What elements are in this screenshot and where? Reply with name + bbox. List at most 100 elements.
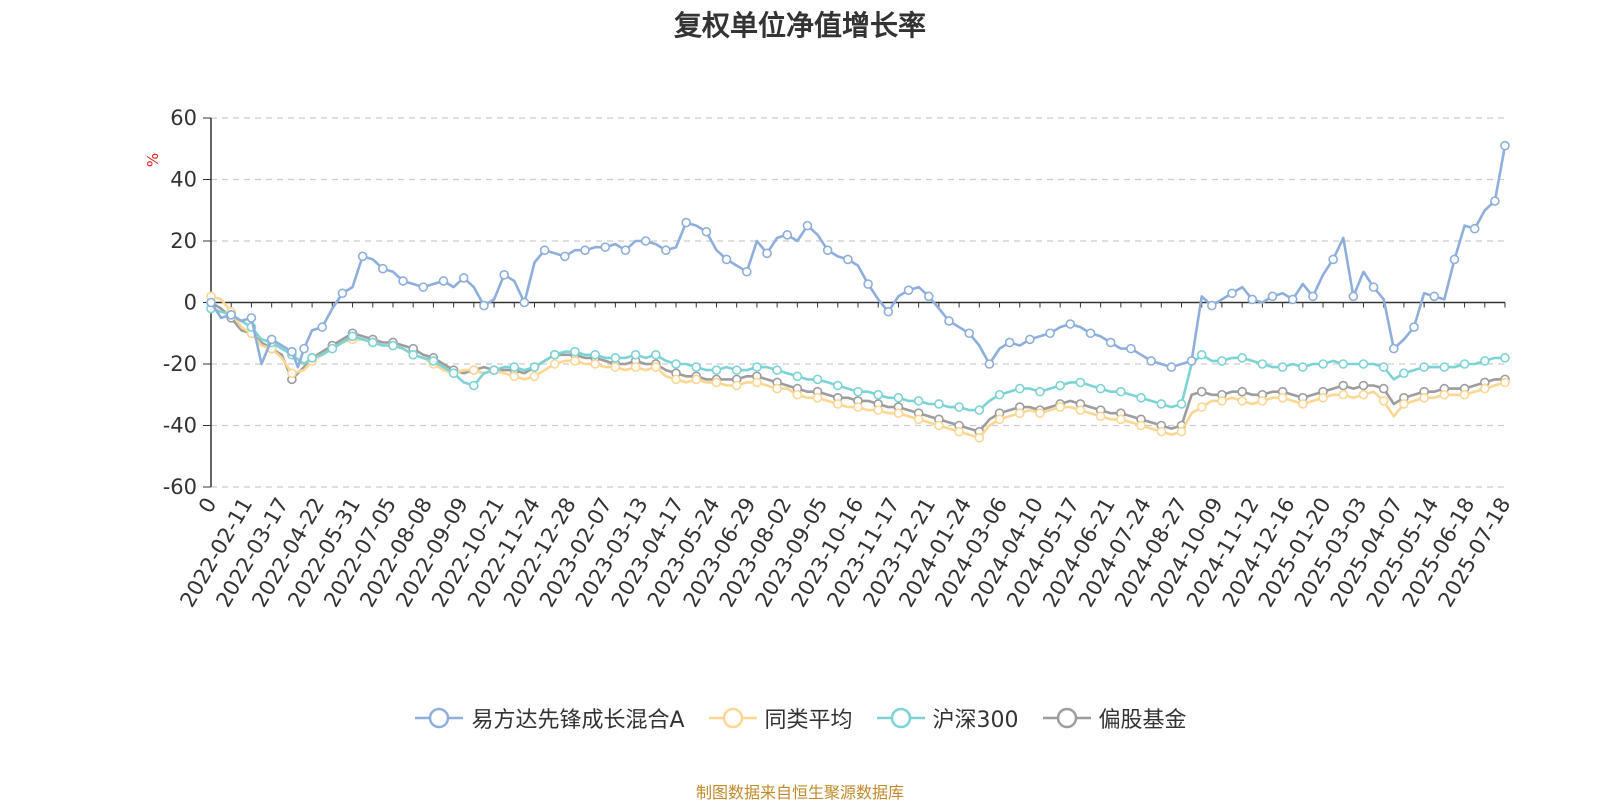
- data-point: [347, 331, 358, 342]
- data-point: [1338, 380, 1349, 391]
- data-point: [731, 380, 742, 391]
- data-point: [964, 328, 975, 339]
- data-point: [681, 217, 691, 228]
- data-point: [458, 273, 469, 283]
- data-point: [1328, 254, 1338, 265]
- data-point: [651, 349, 661, 360]
- data-point: [398, 276, 408, 286]
- data-point: [1136, 393, 1146, 403]
- legend-item[interactable]: 易方达先锋成长混合A: [413, 702, 685, 734]
- data-point: [1419, 362, 1429, 372]
- data-point: [1075, 405, 1086, 415]
- data-point: [1095, 411, 1106, 422]
- y-tick-label: 40: [170, 168, 197, 192]
- data-point: [1166, 362, 1177, 372]
- data-point: [1257, 396, 1268, 406]
- series-line: [210, 295, 1506, 440]
- data-point: [1500, 377, 1510, 388]
- data-point: [812, 374, 823, 385]
- data-point: [1277, 362, 1288, 372]
- data-point: [1459, 389, 1470, 400]
- y-tick-label: -40: [163, 414, 197, 438]
- data-point: [226, 309, 237, 320]
- data-point: [1075, 377, 1086, 388]
- data-point: [701, 226, 712, 237]
- y-tick-label: 60: [170, 106, 197, 130]
- data-point: [893, 393, 904, 403]
- data-point: [1500, 353, 1510, 363]
- data-point: [782, 230, 793, 240]
- data-point: [529, 371, 540, 382]
- data-point: [438, 276, 449, 286]
- data-point: [802, 220, 813, 231]
- data-point: [1217, 356, 1227, 366]
- data-point: [1358, 389, 1369, 400]
- data-point: [357, 251, 368, 262]
- data-point: [246, 313, 257, 323]
- data-point: [772, 383, 782, 394]
- data-point: [853, 386, 863, 397]
- data-point: [1227, 288, 1237, 299]
- data-point: [893, 408, 904, 419]
- data-point: [1409, 322, 1419, 332]
- data-point: [1237, 353, 1247, 363]
- data-point: [752, 377, 762, 388]
- data-point: [873, 389, 884, 400]
- data-point: [418, 282, 429, 292]
- data-point: [630, 349, 641, 360]
- data-point: [762, 248, 772, 259]
- data-point: [1126, 343, 1136, 354]
- data-point: [580, 245, 590, 256]
- source-note: 制图数据来自恒生聚源数据库: [695, 783, 904, 802]
- legend-item[interactable]: 同类平均: [707, 702, 853, 734]
- data-point: [1237, 386, 1247, 397]
- data-point: [1055, 380, 1065, 391]
- series-line: [210, 301, 1505, 433]
- data-point: [620, 245, 631, 256]
- data-point: [549, 359, 560, 369]
- data-point: [923, 291, 934, 302]
- data-point: [1429, 291, 1440, 302]
- data-point: [489, 365, 499, 375]
- legend-marker-icon: [1042, 707, 1091, 729]
- data-point: [610, 362, 621, 372]
- data-point: [317, 322, 328, 332]
- data-point: [954, 402, 964, 412]
- data-point: [1196, 386, 1207, 397]
- data-point: [711, 377, 722, 388]
- data-point: [1035, 408, 1045, 419]
- data-point: [590, 349, 600, 360]
- data-point: [812, 393, 823, 403]
- data-point: [378, 263, 388, 274]
- data-point: [1045, 328, 1055, 339]
- data-point: [934, 399, 944, 409]
- data-point: [974, 432, 985, 443]
- data-point: [1156, 399, 1167, 409]
- legend-item[interactable]: 沪深300: [875, 702, 1019, 734]
- data-point: [832, 399, 843, 409]
- data-point: [1237, 396, 1247, 406]
- data-point: [1439, 389, 1450, 400]
- data-point: [1378, 396, 1389, 406]
- data-point: [873, 405, 884, 415]
- data-point: [772, 365, 782, 375]
- legend-marker-icon: [876, 707, 925, 729]
- y-axis: 60 40 20 0 -20 -40 -60: [163, 106, 212, 499]
- data-point: [1105, 337, 1116, 348]
- legend-label: 易方达先锋成长混合A: [471, 708, 685, 733]
- data-point: [519, 297, 530, 308]
- data-point: [1196, 402, 1207, 412]
- data-point: [792, 371, 803, 382]
- data-point: [590, 359, 600, 369]
- data-point: [539, 245, 550, 256]
- data-point: [832, 380, 843, 391]
- legend-item[interactable]: 偏股基金: [1041, 702, 1187, 734]
- data-point: [428, 356, 439, 366]
- data-point: [1449, 254, 1460, 265]
- data-point: [843, 254, 853, 265]
- data-point: [731, 365, 742, 375]
- data-point: [499, 270, 509, 280]
- data-point: [661, 245, 671, 256]
- data-point: [1500, 140, 1510, 151]
- data-point: [1298, 399, 1308, 409]
